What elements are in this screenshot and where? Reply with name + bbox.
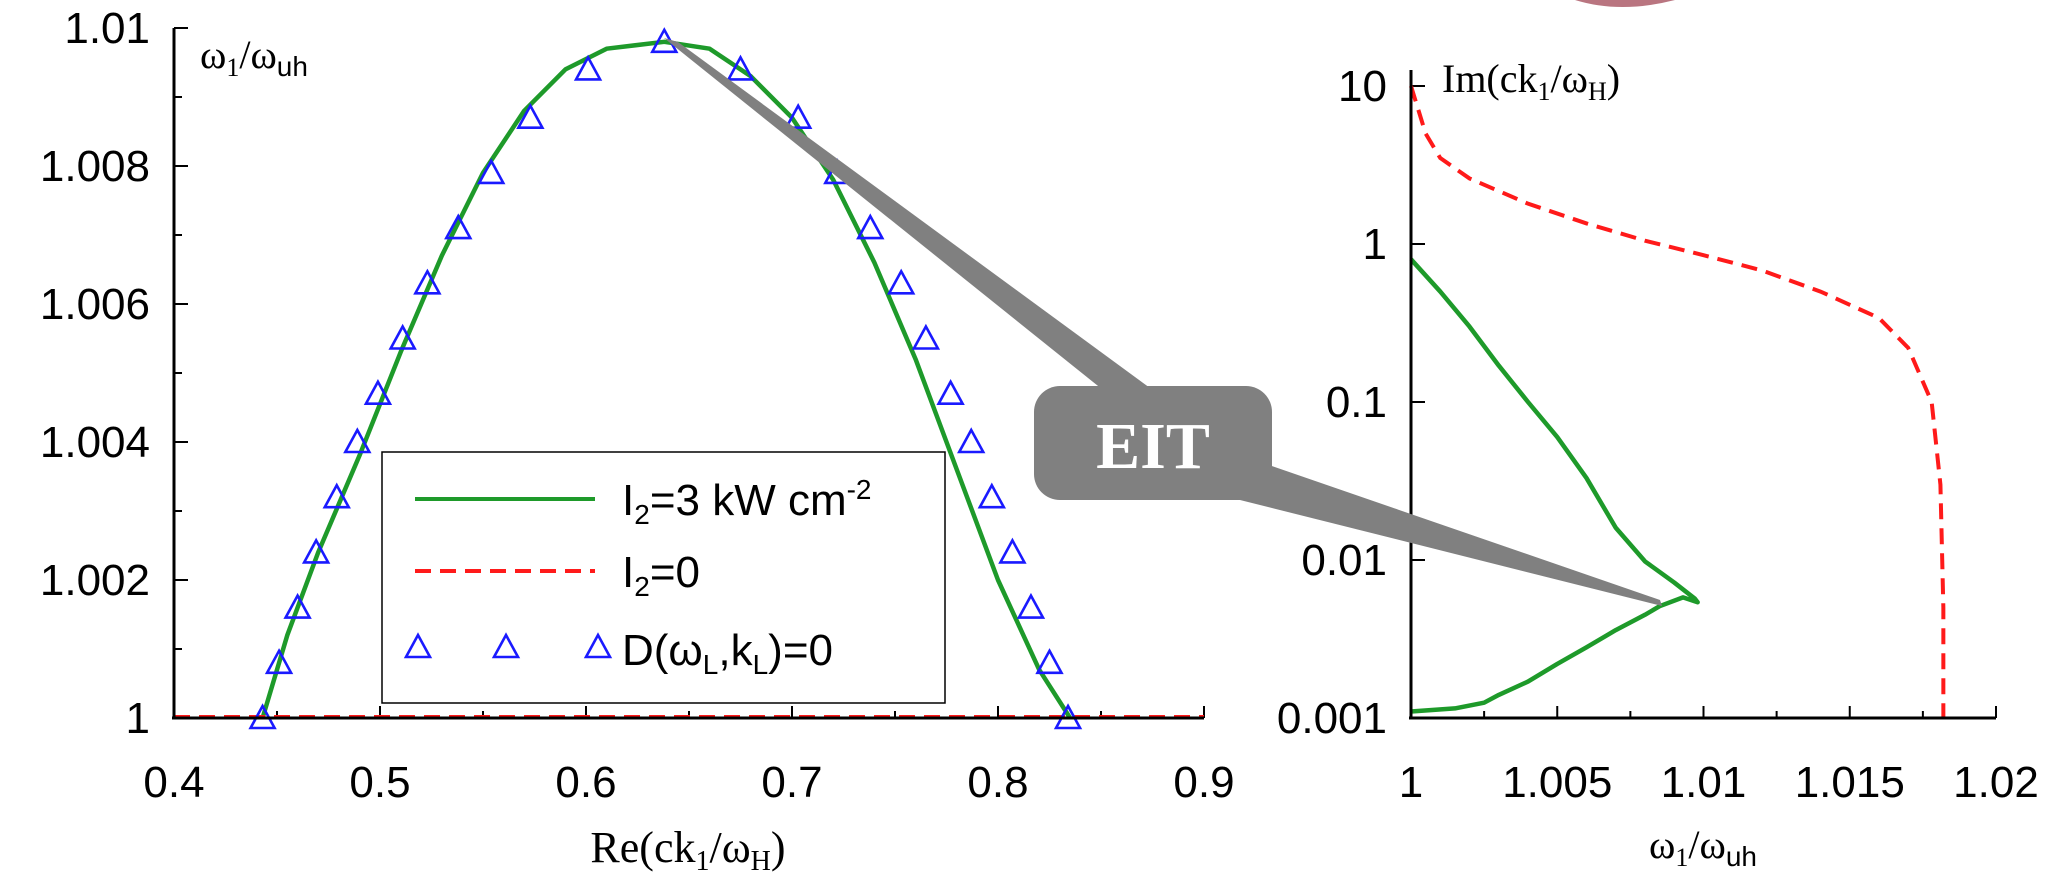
eit-label-box <box>1034 386 1272 500</box>
left-x-tick-label: 0.7 <box>761 758 822 807</box>
right-y-tick-label: 0.1 <box>1326 378 1387 427</box>
legend-triangle-marker <box>491 632 521 659</box>
right-x-tick-label: 1 <box>1399 758 1423 807</box>
left-y-tick-label: 1.006 <box>40 280 150 329</box>
left-triangle-marker <box>911 323 941 350</box>
legend-triangle-marker <box>403 632 433 659</box>
left-triangle-marker <box>1016 592 1046 619</box>
right-x-tick-label: 1.02 <box>1953 758 2039 807</box>
left-axis-ticks: 0.4 0.5 0.6 0.7 0.8 0.9 1 1.002 1.004 1.006 1.008 1… <box>40 4 1235 807</box>
left-x-tick-label: 0.6 <box>555 758 616 807</box>
right-axis-ticks: 1 1.005 1.01 1.015 1.02 0.001 0.01 0.1 1 10 <box>1277 62 2039 807</box>
legend-box <box>381 451 946 704</box>
left-y-tick-label: 1.008 <box>40 142 150 191</box>
right-x-axis-label: ω1/ωuh <box>1649 822 1757 872</box>
right-x-tick-label: 1.01 <box>1661 758 1747 807</box>
left-triangle-marker <box>977 482 1007 509</box>
left-triangle-marker <box>856 213 885 240</box>
left-x-axis-label: Re(ck1/ωH) <box>590 823 785 874</box>
legend-entry-1: I2=3 kW cm-2 <box>622 474 872 530</box>
legend: I2=3 kW cm-2 I2=0 D(ωL,kL)=0 <box>381 451 946 704</box>
left-y-tick-label: 1.01 <box>64 4 150 53</box>
left-x-tick-label: 0.5 <box>349 758 410 807</box>
right-y-tick-label: 0.01 <box>1301 536 1387 585</box>
left-triangle-marker <box>363 378 393 405</box>
eit-callout: EIT <box>664 38 1662 606</box>
right-y-tick-label: 10 <box>1338 62 1387 111</box>
left-y-tick-label: 1.002 <box>40 556 150 605</box>
left-triangle-marker <box>1035 648 1064 675</box>
eit-label: EIT <box>1096 410 1210 483</box>
eit-pointer-upper <box>664 38 1150 410</box>
right-series-solid <box>1409 257 1700 714</box>
left-triangle-marker <box>726 54 755 81</box>
left-triangle-marker <box>322 482 351 509</box>
left-x-tick-label: 0.9 <box>1173 758 1234 807</box>
left-triangle-marker <box>573 54 603 81</box>
clipped-decoration <box>1575 0 1675 7</box>
left-triangle-marker <box>783 102 813 129</box>
left-x-tick-label: 0.8 <box>967 758 1028 807</box>
right-x-tick-label: 1.015 <box>1795 758 1905 807</box>
left-triangle-marker <box>444 213 473 240</box>
left-triangle-marker <box>936 378 965 405</box>
left-y-tick-label: 1 <box>126 694 150 743</box>
left-triangle-marker <box>283 592 312 619</box>
left-triangle-marker <box>343 427 372 454</box>
eit-pointer-lower <box>1240 455 1662 606</box>
left-triangle-marker <box>388 323 417 350</box>
right-chart: 1 1.005 1.01 1.015 1.02 0.001 0.01 0.1 1 10 Im(ck… <box>1277 56 2039 872</box>
left-x-tick-label: 0.4 <box>143 758 204 807</box>
left-triangle-marker <box>998 537 1027 564</box>
left-triangle-marker <box>301 537 331 564</box>
legend-triangle-marker <box>583 632 613 659</box>
left-triangle-marker <box>886 268 916 295</box>
left-triangle-marker <box>477 158 506 185</box>
right-series-dashed <box>1409 85 1946 718</box>
left-triangle-marker <box>413 268 442 295</box>
left-y-axis-label: ω1/ωuh <box>200 32 308 82</box>
right-x-tick-label: 1.005 <box>1502 758 1612 807</box>
legend-entry-3: D(ωL,kL)=0 <box>622 626 833 680</box>
legend-swatch-triangles <box>403 632 613 659</box>
left-triangle-marker <box>264 648 294 675</box>
legend-entry-2: I2=0 <box>622 548 700 602</box>
left-y-tick-label: 1.004 <box>40 418 150 467</box>
left-triangle-marker <box>516 102 545 129</box>
right-series <box>1409 85 1946 718</box>
left-triangle-marker <box>957 427 986 454</box>
left-chart: 0.4 0.5 0.6 0.7 0.8 0.9 1 1.002 1.004 1.006 1.008 1… <box>40 4 1235 874</box>
right-y-axis-label: Im(ck1/ωH) <box>1442 56 1620 106</box>
left-series-solid <box>260 39 1072 720</box>
right-y-tick-label: 1 <box>1363 220 1387 269</box>
right-y-tick-label: 0.001 <box>1277 694 1387 743</box>
